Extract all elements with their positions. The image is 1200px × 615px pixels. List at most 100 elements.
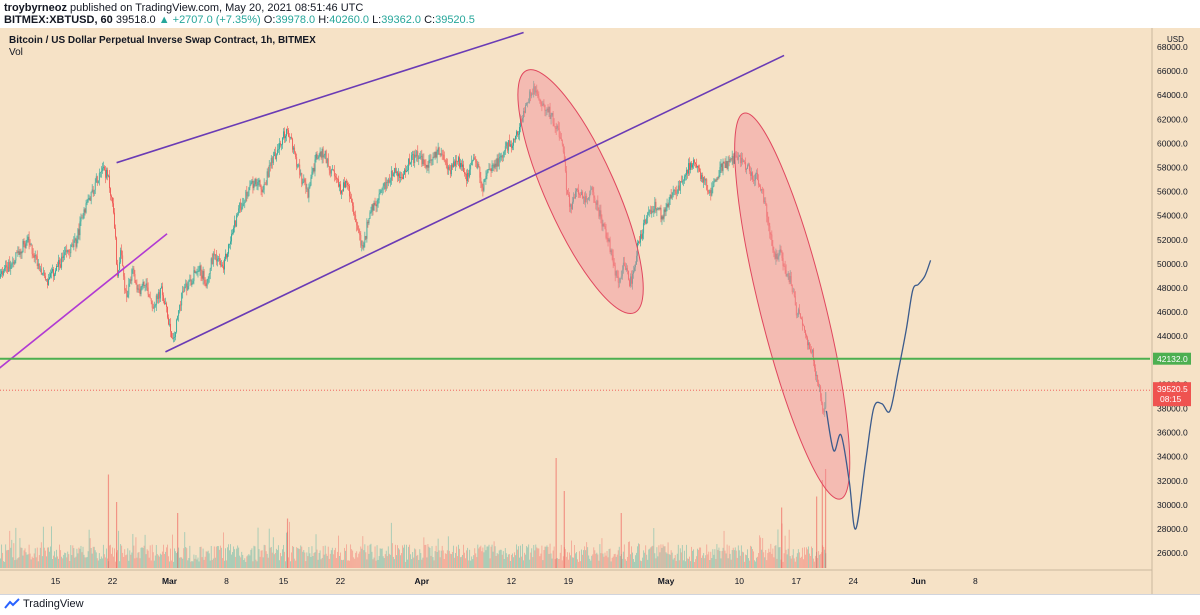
volume-bar [590,560,592,568]
price-chart[interactable]: 26000.028000.030000.032000.034000.036000… [0,28,1200,594]
candle-body [137,288,139,290]
volume-bar [491,544,493,568]
volume-bar [146,549,148,568]
volume-bar [356,551,358,568]
candle-body [514,138,515,140]
candle-body [523,111,524,118]
candle-body [636,255,637,265]
candle-body [694,159,695,163]
volume-bar [326,555,328,568]
candle-body [171,331,172,338]
volume-bar [127,548,129,568]
candle-body [21,252,23,254]
volume-bar [78,547,80,568]
volume-bar [623,544,625,568]
volume-bar [488,544,490,568]
volume-bar [229,550,230,568]
volume-bar [304,552,306,568]
volume-bar [344,547,345,568]
candle-body [756,172,757,174]
volume-bar [462,554,463,568]
volume-label: Vol [9,47,23,58]
candle-body [75,238,77,247]
candle-body [210,258,212,269]
volume-bar [396,555,397,568]
volume-bar [638,543,639,568]
volume-bar [3,561,5,568]
candle-body [692,164,693,168]
volume-bar [118,530,120,568]
candle-body [103,166,105,170]
candle-body [30,244,32,246]
candle-body [359,233,361,235]
candle-body [329,170,331,174]
candle-body [1,271,3,274]
symbol-label: BITMEX:XBTUSD, 60 [4,14,113,26]
candle-body [112,197,113,204]
candle-body [536,90,538,94]
candle-body [464,171,465,174]
volume-bar [113,556,114,568]
candle-body [90,191,92,201]
candle-body [183,290,185,292]
volume-bar [534,550,536,568]
candle-body [799,313,801,318]
candle-body [444,159,446,161]
candle-body [189,279,191,281]
candle-body [611,250,613,255]
candle-body [244,201,246,203]
volume-bar [652,545,654,568]
candle-body [778,254,780,257]
volume-bar [630,554,631,568]
volume-bar [345,550,346,568]
volume-bar [535,544,537,568]
volume-bar [473,555,475,568]
volume-bar [167,544,168,568]
candle-body [224,258,225,270]
chart-area[interactable]: 26000.0 28000.0 30000.0 32000.0 34000.0 36000… [0,28,1200,594]
tradingview-logo[interactable]: TradingView [4,598,84,610]
x-tick-label: May [658,576,675,586]
volume-bar [687,558,688,568]
x-tick-label: 22 [336,576,346,586]
x-tick-label: 15 [51,576,61,586]
volume-bar [362,536,364,568]
author-name[interactable]: troybyrneoz [4,2,67,14]
volume-bar [193,554,195,568]
candle-body [673,190,675,192]
candle-body [27,236,29,241]
candle-body [77,229,79,240]
volume-bar [417,554,419,568]
volume-bar [631,546,632,568]
countdown-label: 08:15 [1160,394,1182,404]
volume-bar [756,557,757,568]
candle-body [66,250,68,253]
candle-body [185,283,187,287]
price-label-box [1153,382,1191,407]
volume-bar [39,547,41,568]
candle-body [206,282,208,287]
candle-body [170,323,171,332]
volume-bar [433,560,435,568]
candle-body [311,171,313,178]
current-price-label: 39520.5 [1157,384,1188,394]
candle-body [33,255,35,258]
candle-body [153,306,155,309]
candle-body [727,161,729,169]
volume-bar [448,550,450,568]
candle-body [724,163,726,168]
candle-body [723,161,725,164]
volume-bar [206,551,208,568]
candle-body [671,195,673,199]
candle-body [575,191,576,199]
candle-body [143,281,145,286]
candle-body [243,202,245,204]
candle-body [449,170,451,175]
volume-bar [703,553,705,568]
volume-bar [811,546,812,568]
volume-bar [431,546,433,568]
candle-body [230,241,231,244]
volume-bar [137,552,139,568]
volume-bar [505,553,507,568]
volume-bar [747,549,748,568]
